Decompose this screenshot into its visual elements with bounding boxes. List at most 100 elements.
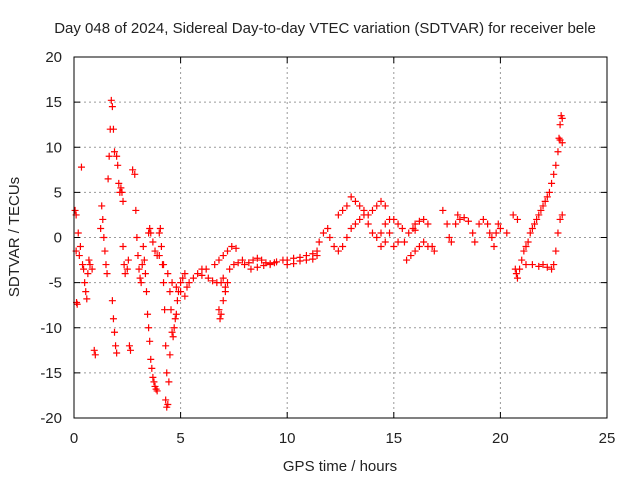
data-point <box>403 256 411 264</box>
data-point <box>456 215 464 223</box>
data-point <box>119 197 127 205</box>
data-point <box>260 261 268 269</box>
data-point <box>373 202 381 210</box>
data-point <box>165 378 173 386</box>
data-point <box>445 234 453 241</box>
data-point <box>82 288 90 296</box>
data-point <box>339 243 347 251</box>
data-point <box>185 279 193 287</box>
data-point <box>552 247 560 255</box>
data-point <box>475 220 483 228</box>
data-point <box>146 337 154 345</box>
data-point <box>554 229 562 237</box>
y-tick-label: 10 <box>45 139 62 156</box>
data-point <box>339 206 347 214</box>
data-point <box>347 193 355 201</box>
data-point <box>411 247 419 255</box>
data-point <box>123 265 131 273</box>
data-point <box>454 211 462 219</box>
x-tick-label: 0 <box>70 430 78 447</box>
data-point <box>238 256 246 264</box>
data-point <box>494 220 502 228</box>
data-point <box>537 206 545 214</box>
data-point <box>219 252 227 260</box>
data-point <box>351 197 359 205</box>
y-tick-label: -15 <box>40 365 62 382</box>
data-point <box>177 288 185 296</box>
data-point <box>113 349 121 357</box>
data-point <box>102 261 110 269</box>
data-point <box>146 224 154 232</box>
data-point <box>381 202 389 210</box>
data-point <box>471 238 479 246</box>
y-tick-label: 0 <box>54 230 62 247</box>
data-point <box>150 378 158 386</box>
x-axis-label: GPS time / hours <box>283 458 397 475</box>
data-point <box>356 202 364 210</box>
data-point <box>121 270 129 278</box>
data-point <box>245 259 253 267</box>
data-point <box>420 215 428 223</box>
data-point <box>513 274 521 282</box>
data-point <box>194 270 202 278</box>
data-point <box>509 211 517 219</box>
data-point <box>97 224 105 232</box>
data-point <box>90 346 98 354</box>
data-point <box>172 310 180 318</box>
data-point <box>108 103 116 111</box>
y-tick-label: -10 <box>40 320 62 337</box>
data-point <box>548 265 556 273</box>
data-point <box>415 243 423 251</box>
data-point <box>141 270 149 278</box>
data-point <box>428 243 436 251</box>
data-point <box>377 197 385 205</box>
data-point <box>132 206 140 214</box>
data-point <box>120 261 128 269</box>
data-point <box>169 333 177 341</box>
data-point <box>209 277 217 285</box>
data-point <box>411 220 419 228</box>
data-point <box>139 243 147 251</box>
data-point <box>160 261 168 269</box>
data-point <box>343 234 351 241</box>
y-tick-label: 20 <box>45 49 62 66</box>
data-point <box>81 279 89 287</box>
data-point <box>556 121 564 129</box>
data-point <box>149 373 157 381</box>
data-point <box>488 234 496 241</box>
data-point <box>464 217 472 225</box>
data-point <box>512 270 520 278</box>
data-point <box>134 252 142 260</box>
data-point <box>108 297 116 305</box>
data-point <box>144 310 152 318</box>
data-point <box>107 96 115 104</box>
data-point <box>343 202 351 210</box>
data-point <box>360 211 368 219</box>
data-point <box>88 265 96 273</box>
data-point <box>247 265 255 273</box>
data-point <box>522 261 530 269</box>
data-point <box>85 256 93 264</box>
data-point <box>415 217 423 225</box>
data-point <box>117 184 125 192</box>
data-point <box>98 202 106 210</box>
data-point <box>253 263 261 271</box>
data-point <box>73 300 81 308</box>
data-point <box>75 252 83 260</box>
data-point <box>157 243 165 251</box>
data-point <box>405 229 413 237</box>
data-point <box>149 238 157 246</box>
data-point <box>351 220 359 228</box>
data-point <box>516 265 524 273</box>
data-point <box>526 229 534 237</box>
data-point <box>166 351 174 359</box>
data-point <box>373 234 381 241</box>
chart-title: Day 048 of 2024, Sidereal Day-to-day VTE… <box>54 20 596 37</box>
data-point <box>558 211 566 219</box>
data-point <box>103 270 111 278</box>
data-point <box>119 243 127 251</box>
data-point <box>253 254 261 262</box>
y-tick-label: -20 <box>40 410 62 427</box>
data-point <box>539 261 547 269</box>
